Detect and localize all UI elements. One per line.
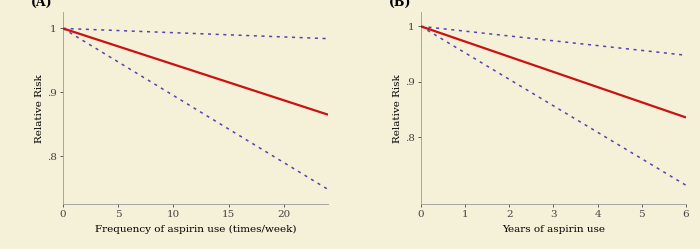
Y-axis label: Relative Risk: Relative Risk xyxy=(35,74,44,143)
Y-axis label: Relative Risk: Relative Risk xyxy=(393,74,402,143)
Text: (B): (B) xyxy=(389,0,412,9)
X-axis label: Years of aspirin use: Years of aspirin use xyxy=(502,225,605,234)
X-axis label: Frequency of aspirin use (times/week): Frequency of aspirin use (times/week) xyxy=(94,225,296,234)
Text: (A): (A) xyxy=(32,0,52,9)
